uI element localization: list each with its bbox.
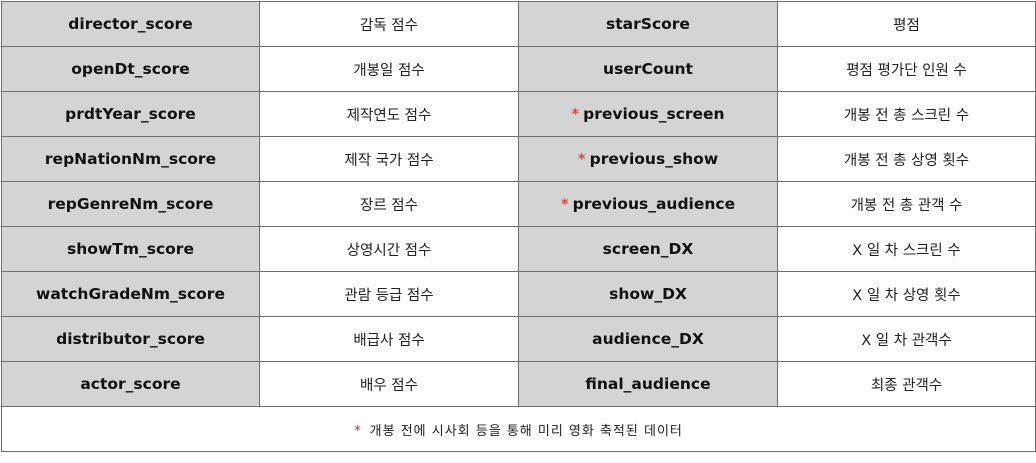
left-feature-name: distributor_score [1,316,260,362]
asterisk-marker: * [571,105,580,123]
table-row: openDt_score 개봉일 점수 userCount 평점 평가단 인원 … [1,46,1036,92]
left-feature-desc: 배급사 점수 [259,316,519,362]
table-row: distributor_score 배급사 점수 audience_DX X 일… [1,316,1036,362]
right-feature-desc: X 일 차 관객수 [777,316,1036,362]
footnote: * 개봉 전에 시사회 등을 통해 미리 영화 축적된 데이터 [1,406,1036,452]
feature-table: director_score 감독 점수 starScore 평점 openDt… [1,1,1036,452]
table-row: director_score 감독 점수 starScore 평점 [1,1,1036,47]
right-feature-name: final_audience [518,361,778,407]
left-feature-desc: 감독 점수 [259,1,519,47]
right-feature-name: audience_DX [518,316,778,362]
right-feature-name: * previous_show [518,136,778,182]
left-feature-name: prdtYear_score [1,91,260,137]
asterisk-marker: * [577,150,586,168]
table-row: repNationNm_score 제작 국가 점수 * previous_sho… [1,136,1036,182]
footnote-text: 개봉 전에 시사회 등을 통해 미리 영화 축적된 데이터 [369,423,683,439]
right-feature-name: starScore [518,1,778,47]
right-feature-name: * previous_screen [518,91,778,137]
table-row: prdtYear_score 제작연도 점수 * previous_screen … [1,91,1036,137]
right-feature-desc: 평점 평가단 인원 수 [777,46,1036,92]
left-feature-desc: 장르 점수 [259,181,519,227]
right-feature-desc: 평점 [777,1,1036,47]
right-feature-desc: 개봉 전 총 스크린 수 [777,91,1036,137]
table-row: repGenreNm_score 장르 점수 * previous_audienc… [1,181,1036,227]
left-feature-name: repNationNm_score [1,136,260,182]
left-feature-desc: 관람 등급 점수 [259,271,519,317]
asterisk-marker: * [560,195,569,213]
right-feature-name: * previous_audience [518,181,778,227]
footnote-row: * 개봉 전에 시사회 등을 통해 미리 영화 축적된 데이터 [1,406,1036,452]
right-feature-desc: 최종 관객수 [777,361,1036,407]
left-feature-name: director_score [1,1,260,47]
right-feature-desc: 개봉 전 총 상영 횟수 [777,136,1036,182]
right-feature-desc: X 일 차 스크린 수 [777,226,1036,272]
right-feature-desc: 개봉 전 총 관객 수 [777,181,1036,227]
left-feature-desc: 제작연도 점수 [259,91,519,137]
left-feature-desc: 개봉일 점수 [259,46,519,92]
right-feature-name: userCount [518,46,778,92]
left-feature-name: showTm_score [1,226,260,272]
left-feature-desc: 상영시간 점수 [259,226,519,272]
right-feature-desc: X 일 차 상영 횟수 [777,271,1036,317]
left-feature-name: actor_score [1,361,260,407]
left-feature-desc: 제작 국가 점수 [259,136,519,182]
right-feature-name: show_DX [518,271,778,317]
table-row: actor_score 배우 점수 final_audience 최종 관객수 [1,361,1036,407]
table-row: watchGradeNm_score 관람 등급 점수 show_DX X 일 … [1,271,1036,317]
asterisk-marker: * [354,423,362,439]
table-row: showTm_score 상영시간 점수 screen_DX X 일 차 스크린… [1,226,1036,272]
left-feature-desc: 배우 점수 [259,361,519,407]
left-feature-name: watchGradeNm_score [1,271,260,317]
left-feature-name: openDt_score [1,46,260,92]
right-feature-name: screen_DX [518,226,778,272]
left-feature-name: repGenreNm_score [1,181,260,227]
